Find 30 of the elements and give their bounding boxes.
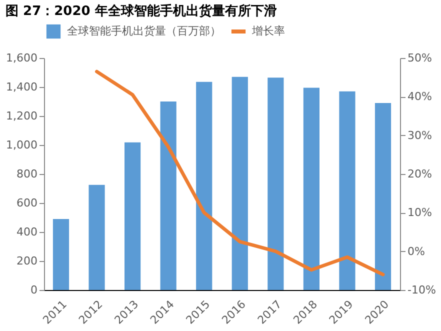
y2-tick-label: 50% [408, 52, 432, 64]
bar [268, 78, 284, 290]
bar [196, 82, 212, 290]
y-tick-label: 600 [16, 196, 38, 210]
bar [52, 218, 70, 290]
y-tick-label: 400 [16, 226, 38, 238]
y-tick-label: 1,600 [6, 52, 38, 64]
y-tick-label: 200 [16, 254, 38, 268]
bar [303, 88, 320, 290]
y2-tick-label: 40% [408, 90, 432, 104]
y-tick-label: 1,400 [6, 80, 38, 94]
bar [339, 91, 356, 290]
bar [160, 102, 176, 290]
y2-tick-label: 0% [408, 244, 425, 258]
y-tick-label: 0 [30, 284, 38, 296]
y2-tick-label: 30% [408, 128, 432, 142]
y2-tick-label: -10% [408, 284, 436, 296]
line-series [95, 70, 385, 276]
y-tick-label: 800 [16, 168, 38, 180]
y2-tick-label: 10% [408, 206, 432, 220]
legend-label: 增长率 [251, 24, 285, 38]
y-tick-label: 1,000 [6, 138, 38, 152]
chart-title: 图 27：2020 年全球智能手机出货量有所下滑 [6, 3, 277, 19]
bar [374, 102, 392, 290]
y-tick-label: 1,200 [6, 110, 38, 122]
legend-label: 全球智能手机出货量（百万部） [67, 24, 221, 38]
bar [232, 76, 248, 290]
y2-tick-label: 20% [408, 168, 432, 180]
bar [124, 142, 141, 290]
bar [88, 184, 105, 290]
